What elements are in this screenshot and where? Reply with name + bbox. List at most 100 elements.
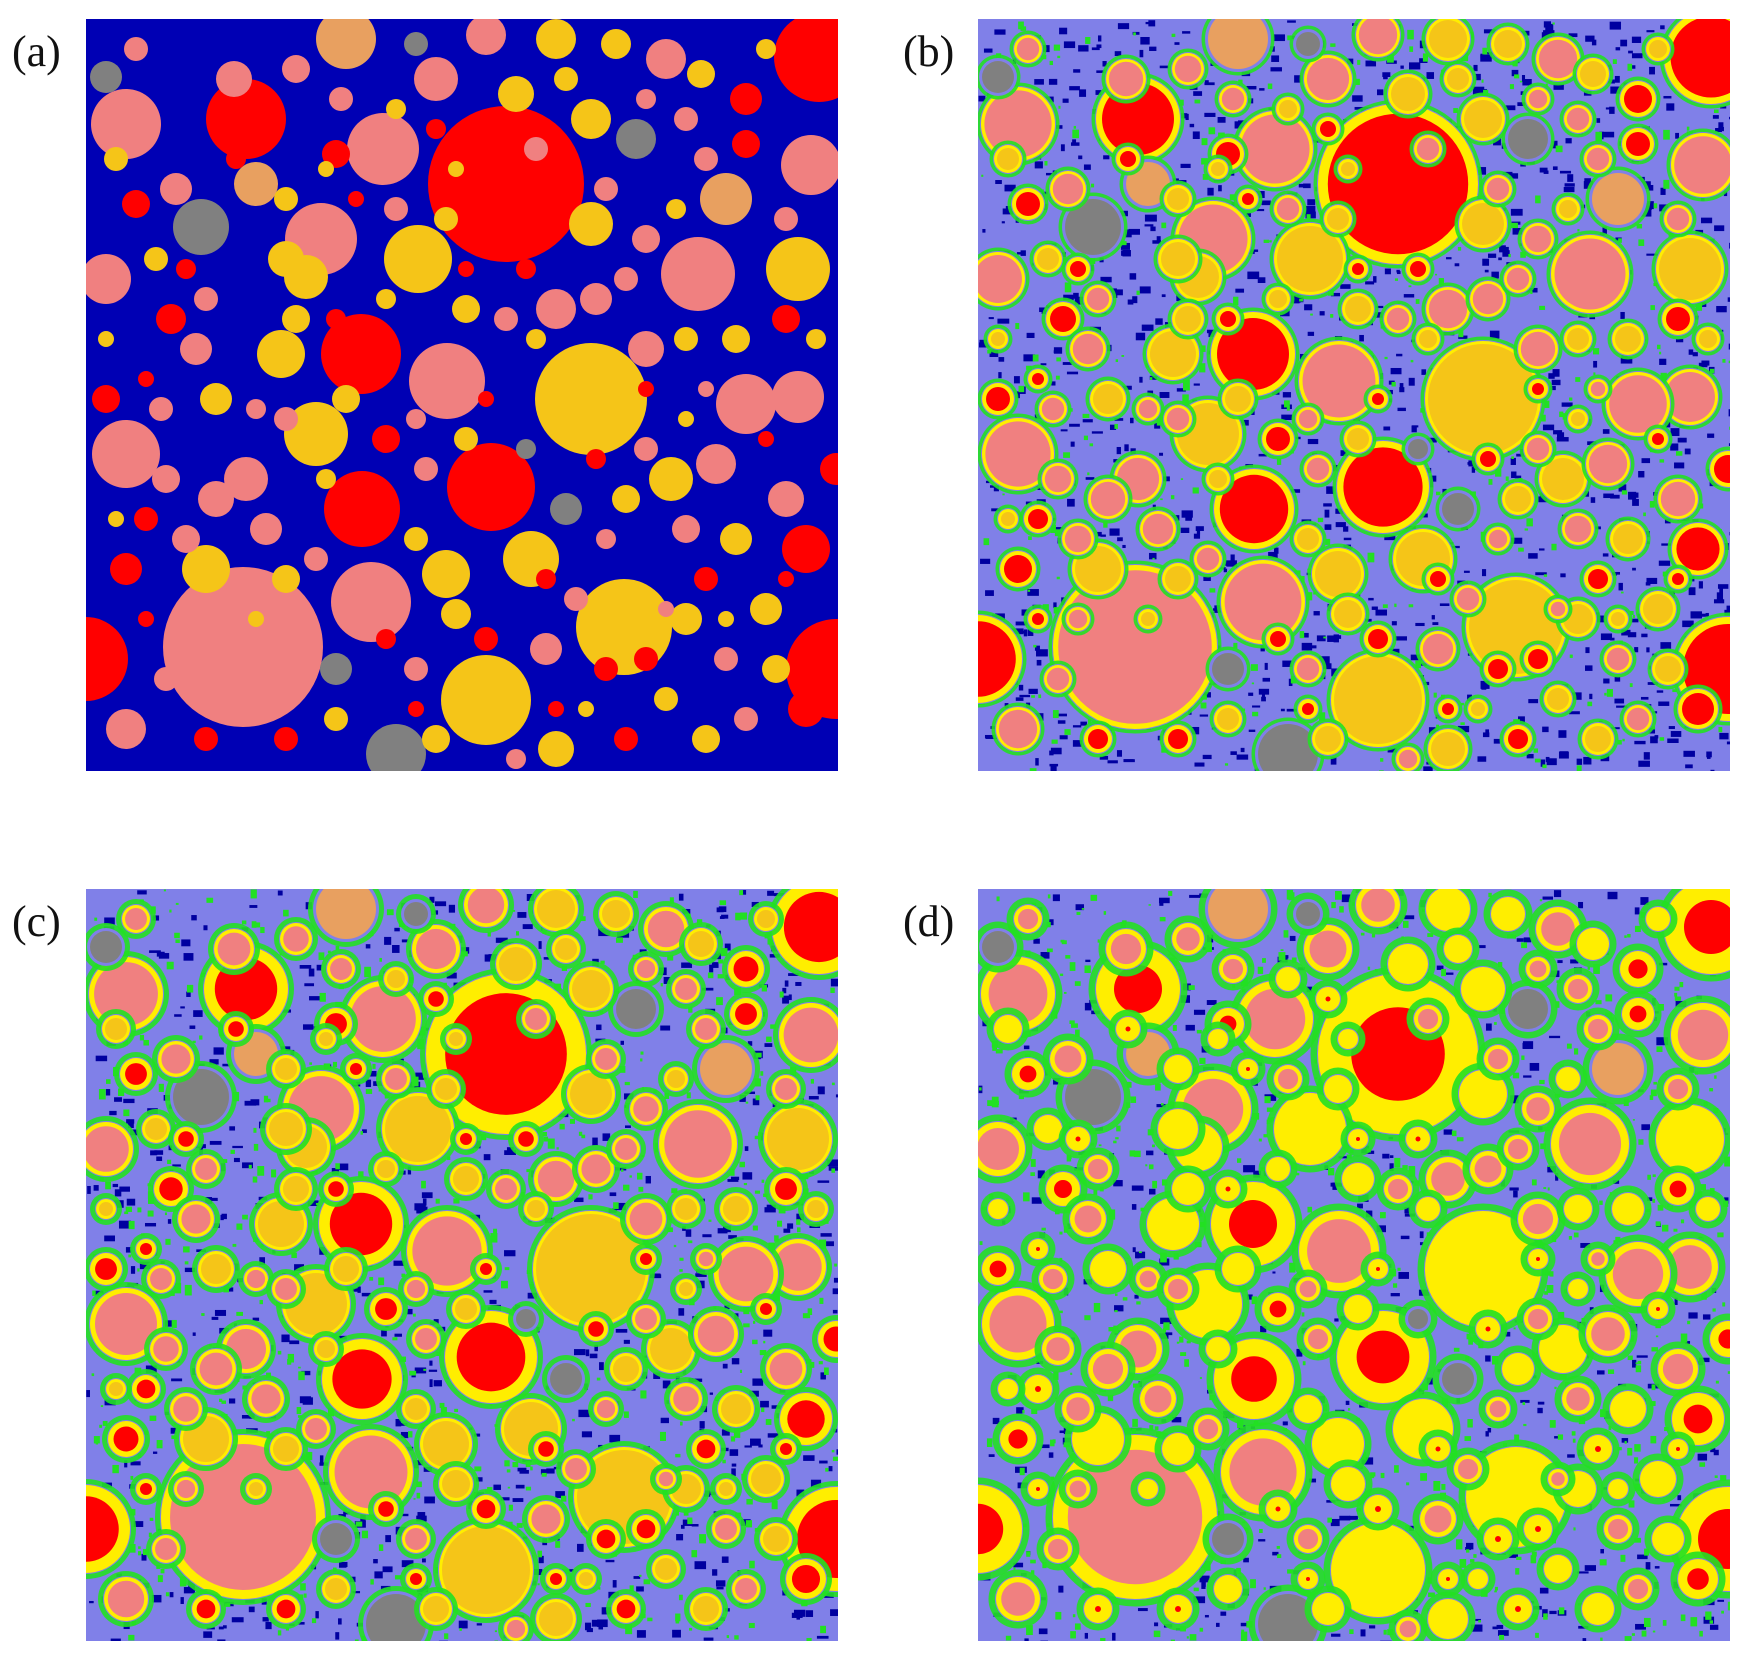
red-particle <box>470 1253 502 1285</box>
red-particle <box>772 305 800 333</box>
gold-particle <box>240 1473 272 1505</box>
pink-particle <box>506 749 526 769</box>
gold-particle <box>1602 1383 1654 1435</box>
pink-particle <box>1379 300 1417 338</box>
gold-particle <box>666 1189 706 1229</box>
pink-particle <box>266 1269 306 1309</box>
pink-particle <box>409 343 485 419</box>
red-particle <box>376 629 396 649</box>
red-particle <box>586 449 606 469</box>
tan-particle <box>700 173 752 225</box>
gray-particle <box>358 1586 434 1641</box>
red-particle <box>774 1387 838 1451</box>
gold-particle <box>284 402 348 466</box>
pink-particle <box>1167 48 1209 90</box>
pink-particle <box>696 444 736 484</box>
gold-particle <box>678 411 694 427</box>
pink-particle <box>1519 430 1557 468</box>
pink-particle <box>486 1169 526 1209</box>
pink-particle <box>1580 1241 1616 1277</box>
pink-particle <box>194 287 218 311</box>
red-particle <box>1670 1551 1726 1607</box>
gold-particle <box>1691 322 1725 356</box>
pink-particle <box>282 55 310 83</box>
pink-particle <box>274 917 318 961</box>
gold-particle <box>674 327 698 351</box>
pink-particle <box>1598 1234 1678 1314</box>
pink-particle <box>1299 50 1357 108</box>
red-particle <box>758 431 774 447</box>
red-particle <box>730 83 762 115</box>
gold-particle <box>1548 1059 1588 1099</box>
gold-particle <box>1339 420 1377 458</box>
gold-particle <box>1574 1585 1622 1633</box>
gold-particle <box>530 1593 582 1641</box>
red-particle <box>1108 1009 1148 1049</box>
pink-particle <box>708 1236 784 1312</box>
gold-particle <box>528 889 584 937</box>
gold-particle <box>1494 1345 1542 1393</box>
gold-particle <box>1133 604 1163 634</box>
gold-particle <box>1142 323 1204 385</box>
pink-particle <box>1083 474 1133 524</box>
gold-particle <box>104 147 128 171</box>
pink-particle <box>172 525 200 553</box>
pink-particle <box>152 465 180 493</box>
gray-particle <box>1498 979 1558 1039</box>
gold-particle <box>1383 69 1433 119</box>
pink-particle <box>1039 660 1077 698</box>
gold-particle <box>1336 1287 1380 1331</box>
gold-particle <box>1556 1187 1600 1231</box>
red-particle <box>138 371 154 387</box>
gold-particle <box>396 1389 436 1429</box>
pink-particle <box>238 1261 274 1297</box>
red-particle <box>1418 1429 1458 1469</box>
pink-particle <box>1449 580 1487 618</box>
gold-particle <box>1319 200 1357 238</box>
pink-particle <box>706 1509 746 1549</box>
red-particle <box>1038 1164 1088 1214</box>
gold-particle <box>448 161 464 177</box>
red-particle <box>1576 1427 1620 1471</box>
pink-particle <box>98 1571 154 1627</box>
red-particle <box>548 701 564 717</box>
gold-particle <box>1436 927 1480 971</box>
red-particle <box>1614 990 1662 1038</box>
pink-particle <box>1288 1269 1328 1309</box>
gold-particle <box>446 1289 486 1329</box>
gold-particle <box>654 687 678 711</box>
gold-particle <box>1085 376 1131 422</box>
gold-particle <box>1153 234 1203 284</box>
pink-particle <box>628 331 664 367</box>
pink-particle <box>190 1343 242 1395</box>
red-particle <box>782 525 830 573</box>
gold-particle <box>649 457 693 501</box>
red-particle <box>978 610 1027 708</box>
gold-particle <box>96 1009 136 1049</box>
red-particle <box>1643 424 1673 454</box>
gold-particle <box>714 1187 758 1231</box>
gold-particle <box>1536 1547 1580 1591</box>
gold-particle <box>318 161 334 177</box>
gold-particle <box>1408 1189 1448 1229</box>
tan-particle <box>316 19 376 69</box>
gold-particle <box>646 1549 686 1589</box>
pink-particle <box>1657 364 1723 430</box>
pink-particle <box>406 919 466 979</box>
pink-particle <box>1034 390 1072 428</box>
gold-particle <box>1460 1561 1496 1597</box>
red-particle <box>86 1247 128 1291</box>
red-particle <box>774 19 838 102</box>
pink-particle <box>766 1069 806 1109</box>
gold-particle <box>569 202 613 246</box>
pink-particle <box>1186 1407 1230 1451</box>
pink-particle <box>274 407 298 431</box>
gold-particle <box>1641 32 1675 66</box>
pink-particle <box>978 413 1059 495</box>
gold-particle <box>670 1273 702 1305</box>
pink-particle <box>1656 1067 1700 1111</box>
gold-particle <box>440 1023 472 1055</box>
pink-particle <box>1286 1517 1330 1561</box>
pink-particle <box>726 1569 766 1609</box>
pink-particle <box>339 975 427 1063</box>
